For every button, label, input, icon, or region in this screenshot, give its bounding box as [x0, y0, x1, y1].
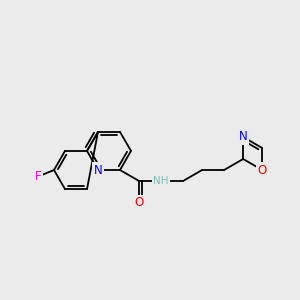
Text: F: F — [35, 170, 42, 183]
Text: O: O — [134, 196, 144, 209]
Text: N: N — [239, 130, 248, 143]
Text: NH: NH — [153, 176, 169, 186]
Text: O: O — [258, 164, 267, 176]
Text: N: N — [94, 164, 102, 176]
